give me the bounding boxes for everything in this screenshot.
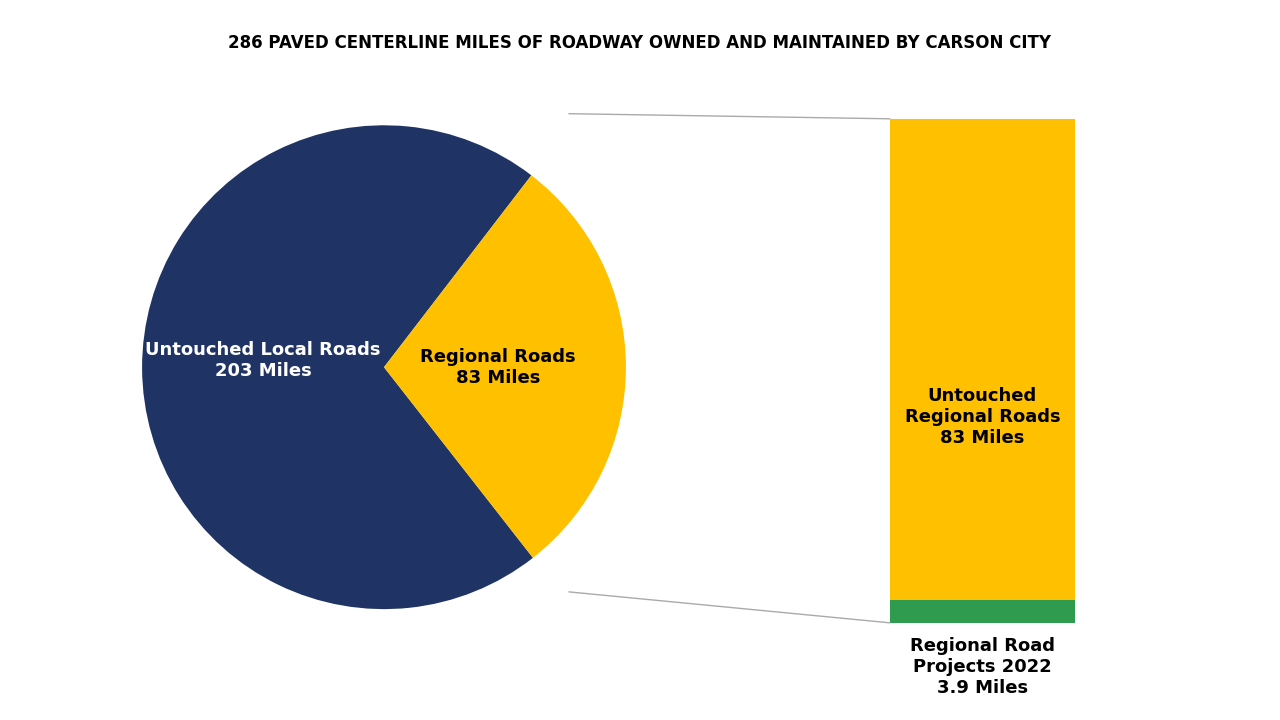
Text: 286 PAVED CENTERLINE MILES OF ROADWAY OWNED AND MAINTAINED BY CARSON CITY: 286 PAVED CENTERLINE MILES OF ROADWAY OW… <box>229 34 1051 53</box>
Bar <box>890 600 1075 623</box>
Wedge shape <box>142 125 532 609</box>
Text: Untouched Local Roads
203 Miles: Untouched Local Roads 203 Miles <box>146 341 380 379</box>
Text: Regional Road
Projects 2022
3.9 Miles: Regional Road Projects 2022 3.9 Miles <box>910 637 1055 697</box>
Text: Regional Roads
83 Miles: Regional Roads 83 Miles <box>420 348 576 387</box>
Wedge shape <box>384 176 626 558</box>
Text: Untouched
Regional Roads
83 Miles: Untouched Regional Roads 83 Miles <box>905 387 1060 447</box>
